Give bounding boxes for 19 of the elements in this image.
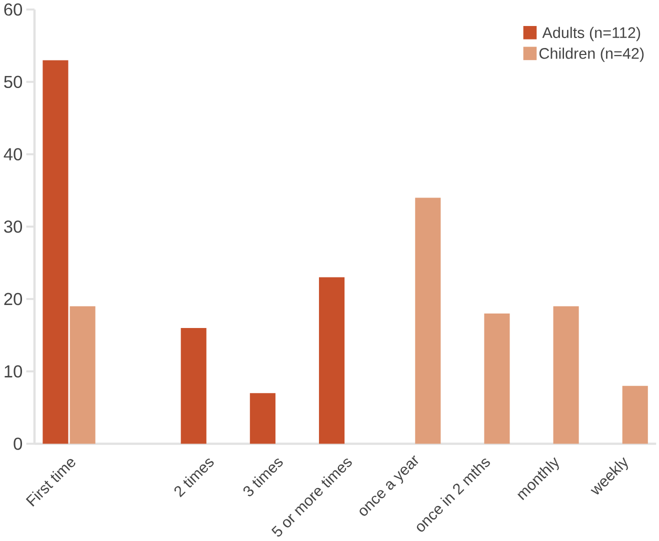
bar [484, 313, 510, 444]
y-tick-label: 40 [4, 148, 22, 160]
bar [180, 328, 206, 444]
legend-label: Adults (n=112) [542, 26, 640, 42]
bar [318, 277, 345, 444]
y-tick-label: 20 [4, 292, 22, 306]
y-tick-label: 0 [14, 438, 22, 450]
y-tick-label: 30 [4, 220, 22, 233]
y-tick-label: 60 [4, 3, 22, 16]
legend-label: Children (n=42) [539, 48, 644, 62]
y-tick-label: 10 [4, 365, 22, 378]
y-tick-label: 50 [4, 76, 22, 88]
bar [415, 198, 441, 444]
bar [42, 60, 68, 444]
bar [70, 306, 96, 444]
bar [622, 386, 648, 444]
x-tick-label: First time [26, 458, 76, 506]
bar [553, 306, 579, 444]
bar [250, 393, 276, 444]
